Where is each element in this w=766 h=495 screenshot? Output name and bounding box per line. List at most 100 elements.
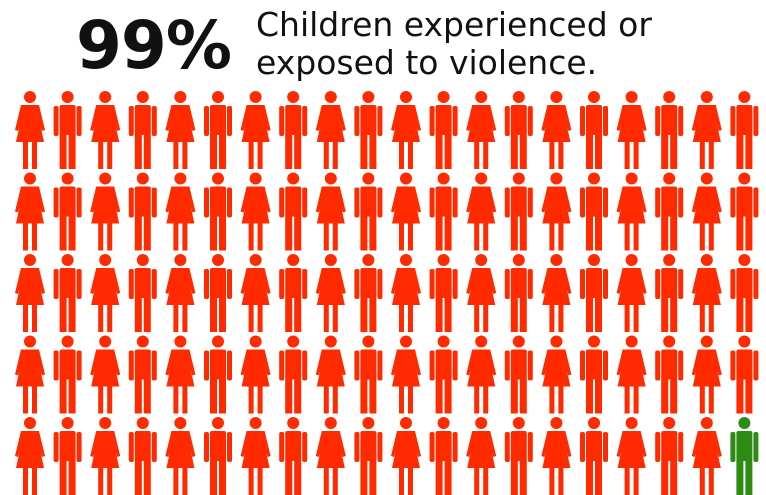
female-figure-person-icon: [90, 91, 121, 169]
male-figure-person-icon: [580, 172, 608, 251]
female-figure-person-icon: [165, 172, 196, 251]
female-figure-person-icon: [240, 417, 271, 495]
female-figure-person-icon: [165, 417, 196, 495]
male-figure-person-icon: [53, 335, 82, 414]
male-figure-person-icon: [580, 254, 608, 332]
male-figure-person-icon: [730, 417, 759, 495]
female-figure-person-icon: [240, 335, 271, 414]
female-figure-person-icon: [240, 91, 271, 169]
male-figure-person-icon: [204, 335, 232, 414]
caption-line-2: exposed to violence.: [256, 43, 598, 82]
female-figure-person-icon: [466, 172, 497, 251]
male-figure-person-icon: [128, 91, 157, 169]
female-figure-person-icon: [391, 254, 421, 332]
male-figure-person-icon: [730, 254, 759, 332]
female-figure-person-icon: [15, 417, 45, 495]
male-figure-person-icon: [429, 417, 458, 495]
female-figure-person-icon: [90, 335, 121, 414]
male-figure-person-icon: [429, 91, 458, 169]
male-figure-person-icon: [354, 172, 383, 251]
male-figure-person-icon: [504, 254, 533, 332]
female-figure-person-icon: [541, 91, 572, 169]
male-figure-person-icon: [504, 417, 533, 495]
male-figure-person-icon: [655, 335, 684, 414]
male-figure-person-icon: [279, 417, 308, 495]
male-figure-person-icon: [504, 91, 533, 169]
female-figure-person-icon: [466, 335, 497, 414]
female-figure-person-icon: [691, 172, 722, 251]
male-figure-person-icon: [580, 91, 608, 169]
male-figure-person-icon: [354, 335, 383, 414]
female-figure-person-icon: [90, 417, 121, 495]
female-figure-person-icon: [541, 254, 572, 332]
female-figure-person-icon: [391, 172, 421, 251]
female-figure-person-icon: [466, 254, 497, 332]
male-figure-person-icon: [429, 335, 458, 414]
female-figure-person-icon: [391, 417, 421, 495]
female-figure-person-icon: [165, 91, 196, 169]
female-figure-person-icon: [691, 417, 722, 495]
male-figure-person-icon: [128, 172, 157, 251]
male-figure-person-icon: [204, 254, 232, 332]
female-figure-person-icon: [616, 172, 647, 251]
female-figure-person-icon: [15, 335, 45, 414]
male-figure-person-icon: [655, 91, 684, 169]
female-figure-person-icon: [466, 91, 497, 169]
male-figure-person-icon: [279, 254, 308, 332]
male-figure-person-icon: [279, 91, 308, 169]
male-figure-person-icon: [730, 172, 759, 251]
female-figure-person-icon: [315, 172, 346, 251]
female-figure-person-icon: [15, 254, 45, 332]
male-figure-person-icon: [128, 254, 157, 332]
male-figure-person-icon: [429, 172, 458, 251]
female-figure-person-icon: [315, 254, 346, 332]
female-figure-person-icon: [541, 335, 572, 414]
female-figure-person-icon: [240, 254, 271, 332]
female-figure-person-icon: [391, 335, 421, 414]
female-figure-person-icon: [616, 254, 647, 332]
caption-line-1: Children experienced or: [256, 5, 652, 44]
headline-caption: Children experienced or exposed to viole…: [256, 6, 756, 82]
male-figure-person-icon: [128, 335, 157, 414]
male-figure-person-icon: [279, 172, 308, 251]
male-figure-person-icon: [53, 172, 82, 251]
male-figure-person-icon: [580, 417, 608, 495]
male-figure-person-icon: [655, 254, 684, 332]
male-figure-person-icon: [354, 254, 383, 332]
female-figure-person-icon: [616, 335, 647, 414]
female-figure-person-icon: [466, 417, 497, 495]
female-figure-person-icon: [15, 91, 45, 169]
headline: 99% Children experienced or exposed to v…: [0, 0, 766, 92]
female-figure-person-icon: [691, 335, 722, 414]
male-figure-person-icon: [504, 335, 533, 414]
headline-percent: 99%: [76, 7, 232, 84]
male-figure-person-icon: [53, 254, 82, 332]
male-figure-person-icon: [354, 417, 383, 495]
male-figure-person-icon: [429, 254, 458, 332]
male-figure-person-icon: [730, 91, 759, 169]
female-figure-person-icon: [616, 91, 647, 169]
male-figure-person-icon: [655, 417, 684, 495]
male-figure-person-icon: [128, 417, 157, 495]
female-figure-person-icon: [165, 335, 196, 414]
male-figure-person-icon: [580, 335, 608, 414]
male-figure-person-icon: [655, 172, 684, 251]
female-figure-person-icon: [15, 172, 45, 251]
female-figure-person-icon: [240, 172, 271, 251]
female-figure-person-icon: [165, 254, 196, 332]
female-figure-person-icon: [315, 91, 346, 169]
female-figure-person-icon: [90, 254, 121, 332]
male-figure-person-icon: [730, 335, 759, 414]
female-figure-person-icon: [691, 254, 722, 332]
female-figure-person-icon: [90, 172, 121, 251]
female-figure-person-icon: [541, 172, 572, 251]
male-figure-person-icon: [204, 172, 232, 251]
female-figure-person-icon: [541, 417, 572, 495]
female-figure-person-icon: [391, 91, 421, 169]
female-figure-person-icon: [691, 91, 722, 169]
male-figure-person-icon: [204, 91, 232, 169]
male-figure-person-icon: [204, 417, 232, 495]
female-figure-person-icon: [315, 417, 346, 495]
male-figure-person-icon: [504, 172, 533, 251]
